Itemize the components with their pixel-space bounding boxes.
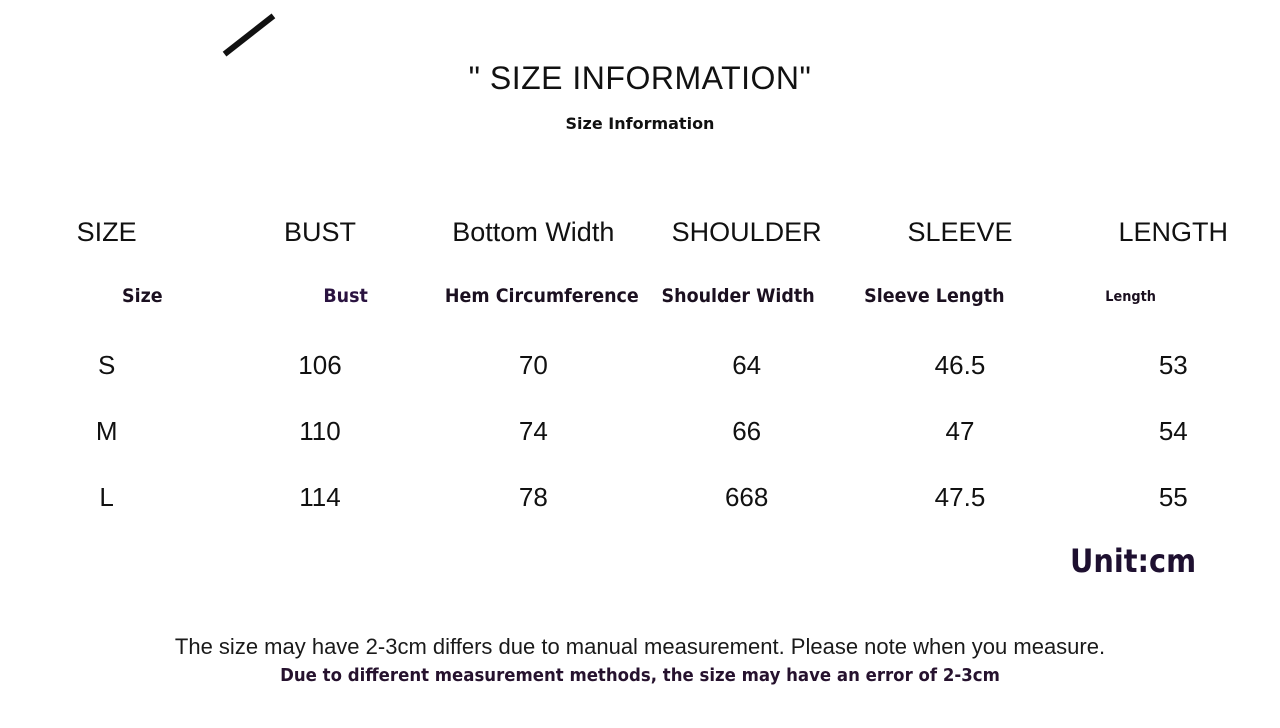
table-row: S 106 70 64 46.5 53 [0,350,1280,381]
header-row: SIZE BUST Bottom Width SHOULDER SLEEVE L… [0,217,1280,248]
subheader-shoulder: Shoulder Width [661,285,815,307]
subheader-row: Size Bust Hem Circumference Shoulder Wid… [51,285,1229,307]
cell: 114 [299,482,341,512]
cell: 46.5 [934,350,986,380]
subheader-size: Size [122,285,163,307]
table-row: M 110 74 66 47 54 [0,416,1280,447]
cell: 55 [1158,482,1188,512]
cell: 70 [518,350,548,380]
header-length: LENGTH [1118,217,1229,247]
error-note: Due to different measurement methods, th… [280,665,1000,686]
header-size: SIZE [76,217,137,247]
cell: L [99,482,114,512]
cell: 54 [1158,416,1188,446]
cell: 47 [945,416,975,446]
cell: 66 [732,416,762,446]
cell: 78 [518,482,548,512]
table-row: L 114 78 668 47.5 55 [0,482,1280,513]
cell: 668 [724,482,769,512]
cell: 64 [732,350,762,380]
cell: 110 [299,416,341,446]
decorative-slash [222,13,276,57]
subheader-bust: Bust [323,285,368,307]
cell: 74 [518,416,548,446]
header-shoulder: SHOULDER [671,217,822,247]
unit-label: Unit:cm [1070,542,1197,580]
header-bust: BUST [283,217,356,247]
cell: M [95,416,118,446]
cell: 106 [298,350,342,380]
cell: S [97,350,116,380]
header-bottom-width: Bottom Width [452,217,615,247]
subheader-hem: Hem Circumference [444,285,639,307]
subheader-length: Length [1105,289,1156,305]
page-title: " SIZE INFORMATION" [468,60,812,96]
measurement-note: The size may have 2-3cm differs due to m… [174,634,1106,659]
page-subtitle: Size Information [565,114,715,133]
header-sleeve: SLEEVE [907,217,1013,247]
subheader-sleeve: Sleeve Length [864,285,1005,307]
cell: 53 [1158,350,1188,380]
cell: 47.5 [934,482,986,512]
